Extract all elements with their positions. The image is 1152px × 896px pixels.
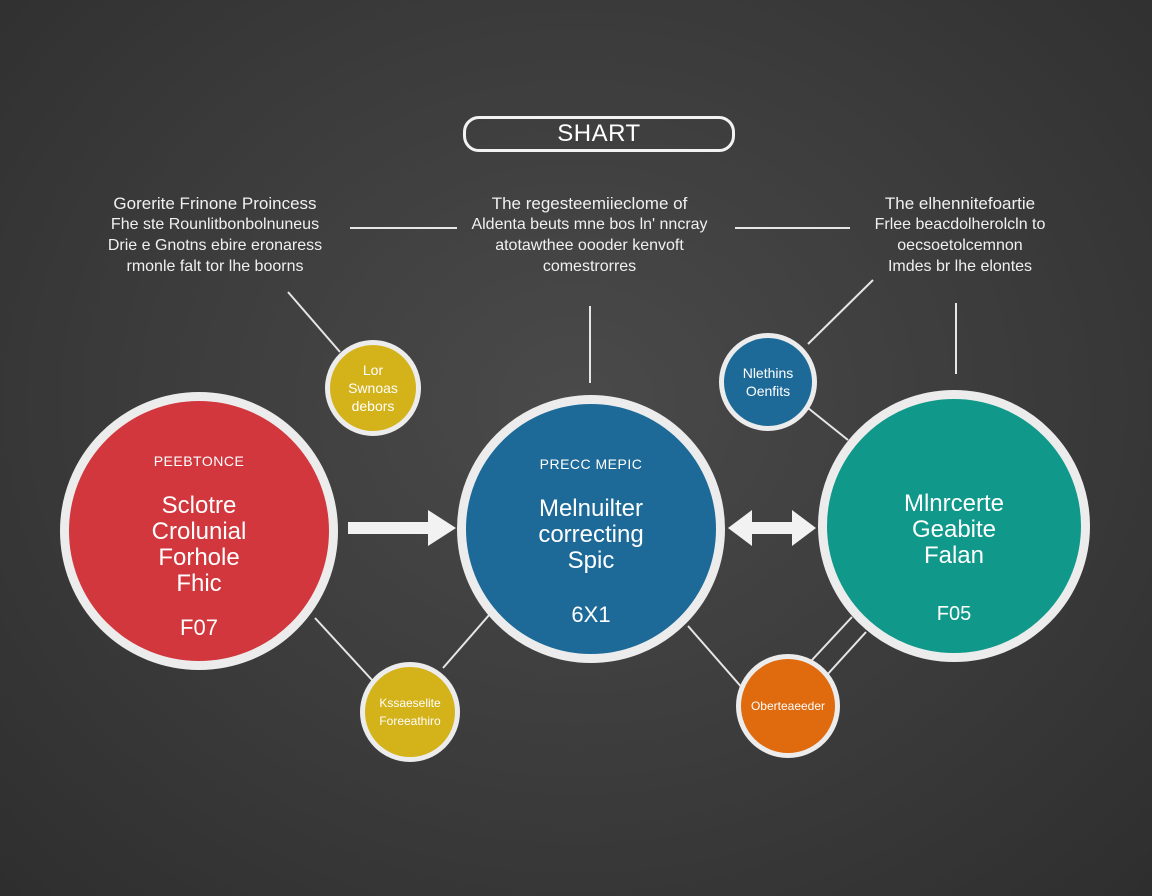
node-red-label: PEEBTONCE bbox=[153, 453, 245, 469]
sub-node-line: Kssaeselite bbox=[379, 696, 441, 710]
node-blue-title-line: Spic bbox=[567, 547, 615, 574]
caption-center-line: The regesteemiieclome of bbox=[491, 194, 688, 213]
node-red-title-line: Crolunial bbox=[151, 518, 247, 545]
node-blue: PRECC MEPIC Melnuilter correcting Spic 6… bbox=[457, 395, 725, 663]
node-red-code: F07 bbox=[180, 615, 218, 640]
caption-left-line: Drie e Gnotns ebire eronaress bbox=[107, 237, 323, 254]
caption-center: The regesteemiieclome of Aldenta beuts m… bbox=[462, 193, 717, 277]
node-teal-title-line: Falan bbox=[923, 542, 985, 569]
node-red: PEEBTONCE Sclotre Crolunial Forhole Fhic… bbox=[60, 392, 338, 670]
caption-right-line: The elhennitefoartie bbox=[884, 194, 1036, 213]
node-blue-title: Melnuilter correcting Spic bbox=[538, 496, 643, 574]
caption-left: Gorerite Frinone Proincess Fhe ste Rounl… bbox=[95, 193, 335, 277]
node-teal-title: Mlnrcerte Geabite Falan bbox=[904, 491, 1004, 569]
sub-node-line: Swnoas bbox=[348, 380, 398, 396]
node-teal-code: F05 bbox=[936, 603, 972, 625]
sub-node-line: Oberteaeeder bbox=[750, 699, 826, 713]
arrow-right-icon bbox=[348, 510, 456, 546]
caption-center-line: Aldenta beuts mne bos ln' nncray bbox=[471, 216, 708, 233]
caption-left-line: rmonle falt tor lhe boorns bbox=[126, 258, 304, 275]
sub-node-orange-bottom: Oberteaeeder bbox=[736, 654, 840, 758]
caption-left-line: Gorerite Frinone Proincess bbox=[113, 194, 317, 213]
node-red-title: Sclotre Crolunial Forhole Fhic bbox=[152, 493, 247, 597]
node-teal: Mlnrcerte Geabite Falan F05 bbox=[818, 390, 1090, 662]
node-teal-title-line: Geabite bbox=[911, 516, 997, 543]
sub-node-line: Nlethins bbox=[742, 365, 794, 381]
node-red-title-line: Sclotre bbox=[161, 492, 237, 519]
node-blue-title-line: correcting bbox=[538, 521, 644, 548]
node-red-title-line: Fhic bbox=[176, 570, 222, 597]
sub-node-yellow-bottom: Kssaeselite Foreeathiro bbox=[360, 662, 460, 762]
node-blue-code: 6X1 bbox=[571, 602, 611, 627]
sub-node-line: Lor bbox=[362, 362, 384, 378]
sub-node-blue-top: Nlethins Oenfits bbox=[719, 333, 817, 431]
caption-right: The elhennitefoartie Frlee beacdolherolc… bbox=[850, 193, 1070, 277]
sub-node-line: Oenfits bbox=[745, 383, 791, 399]
diagram-title: SHART bbox=[463, 116, 735, 152]
caption-center-line: atotawthee oooder kenvoft bbox=[495, 237, 684, 254]
caption-left-line: Fhe ste Rounlitbonbolnuneus bbox=[110, 216, 320, 233]
arrow-bidirectional-icon bbox=[728, 510, 816, 546]
sub-node-line: Foreeathiro bbox=[379, 714, 441, 728]
sub-node-yellow-top: Lor Swnoas debors bbox=[325, 340, 421, 436]
node-blue-title-line: Melnuilter bbox=[538, 495, 644, 522]
caption-right-line: oecsoetolcemnon bbox=[897, 237, 1023, 254]
caption-right-line: Imdes br lhe elontes bbox=[887, 258, 1033, 275]
caption-right-line: Frlee beacdolherolcln to bbox=[874, 216, 1046, 233]
caption-center-line: comestrorres bbox=[542, 258, 637, 275]
node-red-title-line: Forhole bbox=[158, 544, 240, 571]
sub-node-line: debors bbox=[351, 398, 395, 414]
node-teal-title-line: Mlnrcerte bbox=[903, 490, 1005, 517]
node-blue-label: PRECC MEPIC bbox=[539, 456, 643, 472]
